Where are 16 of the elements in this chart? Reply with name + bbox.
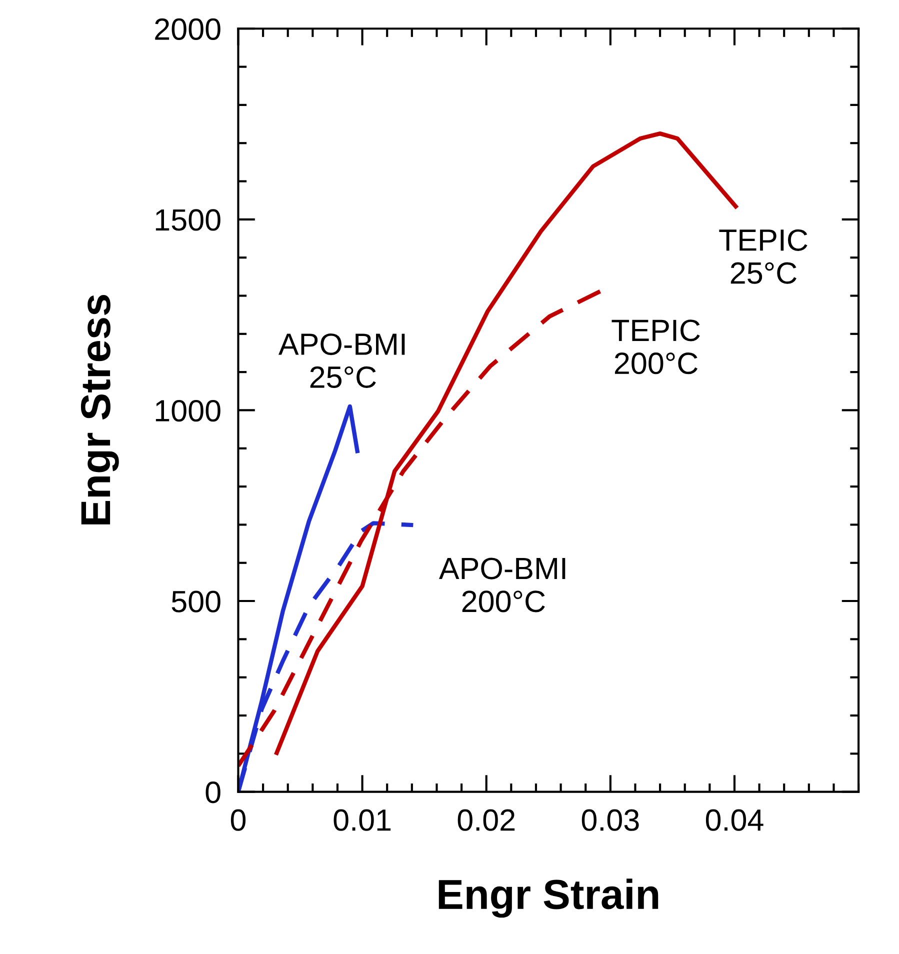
y-tick-label: 0 xyxy=(206,782,220,804)
y-tick-label: 2000 xyxy=(155,18,220,40)
y-tick-label: 500 xyxy=(172,590,220,612)
x-tick-label: 0.03 xyxy=(582,809,639,831)
y-tick-label: 1000 xyxy=(156,400,220,422)
series-label: TEPIC 200°C xyxy=(612,320,700,374)
x-axis-title: Engr Strain xyxy=(438,878,658,918)
x-tick-label: 0.01 xyxy=(334,809,391,831)
x-tick-label: 0 xyxy=(230,809,246,831)
x-tick-label: 0.04 xyxy=(706,809,764,831)
series-label: APO-BMI 200°C xyxy=(438,558,566,612)
series-label: APO-BMI 25°C xyxy=(278,333,405,388)
y-tick-label: 1500 xyxy=(156,209,220,231)
x-tick-label: 0.02 xyxy=(458,809,515,831)
series-label: TEPIC 25°C xyxy=(719,229,808,284)
y-axis-title: Engr Stress xyxy=(80,294,119,524)
